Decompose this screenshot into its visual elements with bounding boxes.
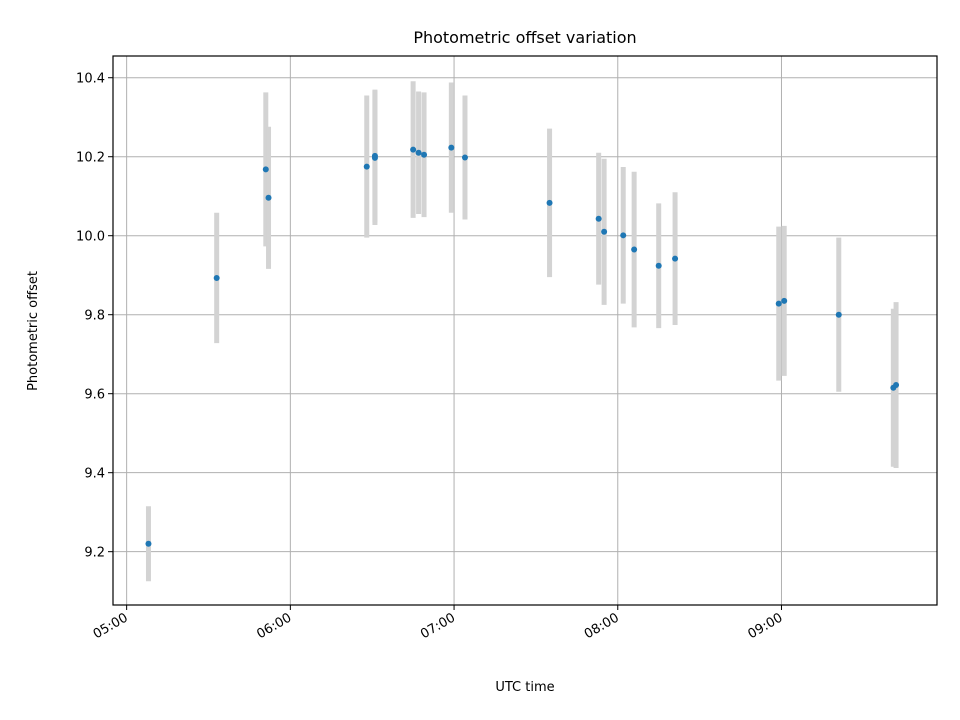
y-tick-label: 9.2: [84, 546, 105, 561]
data-point: [672, 255, 679, 262]
x-axis-label: UTC time: [495, 680, 554, 695]
data-point: [461, 154, 468, 161]
y-axis-label: Photometric offset: [26, 271, 41, 391]
data-point: [415, 149, 422, 156]
data-point: [655, 262, 662, 269]
data-point: [371, 154, 378, 161]
data-point: [448, 144, 455, 151]
data-point: [893, 382, 900, 389]
y-tick-label: 10.4: [76, 72, 105, 87]
data-point: [213, 274, 220, 281]
y-tick-label: 9.6: [84, 388, 105, 403]
data-points: [145, 144, 900, 547]
data-point: [620, 232, 627, 239]
y-tick-label: 9.4: [84, 467, 105, 482]
data-point: [835, 311, 842, 318]
y-tick-label: 10.0: [76, 230, 105, 245]
data-point: [631, 246, 638, 253]
data-point: [595, 215, 602, 222]
data-point: [601, 228, 608, 235]
data-point: [265, 194, 272, 201]
y-tick-label: 10.2: [76, 151, 105, 166]
data-point: [781, 297, 788, 304]
y-tick-label: 9.8: [84, 309, 105, 324]
data-point: [363, 163, 370, 170]
data-point: [410, 146, 417, 153]
plot-frame: [112, 55, 938, 606]
data-point: [775, 300, 782, 307]
data-point: [145, 540, 152, 547]
y-axis-ticks: 9.2 9.4 9.6 9.8 10.0 10.2 10.4: [76, 72, 113, 561]
data-point: [546, 199, 553, 206]
data-point: [262, 166, 269, 173]
data-point: [421, 151, 428, 158]
chart-title: Photometric offset variation: [413, 28, 636, 47]
